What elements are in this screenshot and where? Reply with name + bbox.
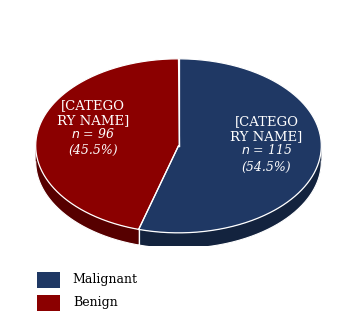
Polygon shape: [36, 146, 139, 245]
Bar: [37, 272, 60, 288]
Text: Benign: Benign: [73, 296, 117, 309]
Text: Malignant: Malignant: [73, 273, 138, 286]
Text: [CATEGO
RY NAME]: [CATEGO RY NAME]: [57, 99, 129, 127]
Polygon shape: [139, 145, 321, 248]
Polygon shape: [36, 59, 178, 229]
Bar: [37, 295, 60, 311]
Text: [CATEGO
RY NAME]: [CATEGO RY NAME]: [231, 115, 303, 143]
Polygon shape: [139, 59, 321, 233]
Text: $n$ = 115
(54.5%): $n$ = 115 (54.5%): [241, 143, 292, 173]
Text: $n$ = 96
(45.5%): $n$ = 96 (45.5%): [68, 127, 118, 157]
